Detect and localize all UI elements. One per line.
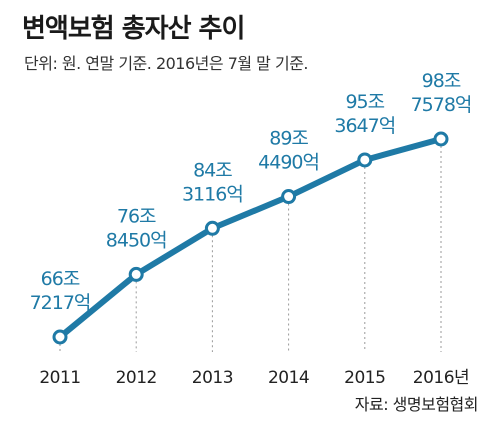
x-tick-label: 2011 [39, 368, 80, 388]
data-point [357, 152, 373, 168]
chart-subtitle: 단위: 원. 연말 기준. 2016년은 7월 말 기준. [24, 54, 309, 73]
data-label-line: 95조 [345, 91, 384, 113]
data-label-line: 66조 [41, 268, 80, 290]
data-label-line: 89조 [269, 128, 308, 150]
data-point [128, 266, 144, 282]
x-tick-label: 2015 [344, 368, 385, 388]
data-point [433, 131, 449, 147]
data-label: 76조 8450억 [106, 205, 167, 251]
data-label-line: 3116억 [182, 183, 243, 205]
data-label-line: 7578억 [411, 94, 472, 116]
data-label: 89조 4490억 [258, 128, 319, 174]
x-tick-label: 2012 [116, 368, 157, 388]
data-label-line: 76조 [117, 205, 156, 227]
data-label-line: 98조 [422, 70, 461, 92]
data-label: 98조 7578억 [411, 70, 472, 116]
x-tick-label: 2013 [192, 368, 233, 388]
data-label-line: 3647억 [334, 115, 395, 137]
data-label: 66조 7217억 [30, 268, 91, 314]
source-note: 자료: 생명보험협회 [354, 395, 479, 414]
data-label-line: 7217억 [30, 292, 91, 314]
data-point [52, 329, 68, 345]
data-label-line: 8450억 [106, 229, 167, 251]
data-label-line: 4490억 [258, 152, 319, 174]
x-tick-label: 2014 [268, 368, 309, 388]
data-point [204, 220, 220, 236]
series-line [57, 136, 444, 340]
data-label-line: 84조 [193, 159, 232, 181]
x-tick-label: 2016년 [413, 368, 469, 388]
data-label: 84조 3116억 [182, 159, 243, 205]
data-point [281, 189, 297, 205]
data-label: 95조 3647억 [334, 91, 395, 137]
chart-title: 변액보험 총자산 추이 [22, 14, 245, 44]
